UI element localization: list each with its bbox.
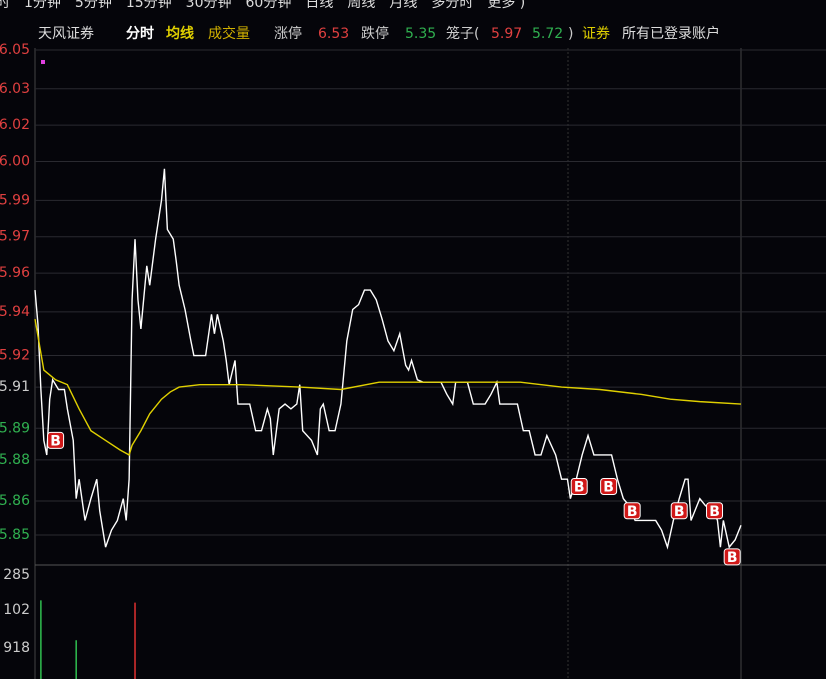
volume-tick-label: 102 (3, 602, 30, 618)
buy-marker (706, 502, 724, 520)
cage-close: ) (568, 26, 573, 42)
series-line (34, 168, 742, 550)
account-name: 天风证券 (38, 26, 94, 42)
menu-item[interactable]: 月线 (389, 0, 417, 11)
menu-item[interactable]: 60分钟 (246, 0, 292, 11)
cage-label: 笼子( (446, 25, 479, 42)
securities[interactable]: 证券 (582, 26, 610, 42)
y-tick-label: 5.89 (0, 420, 30, 436)
y-tick-label: 5.92 (0, 348, 30, 364)
volume-tick-label: 918 (3, 640, 30, 656)
buy-marker (670, 502, 688, 520)
y-tick-label: 5.88 (0, 452, 30, 468)
buy-marker-label: B (627, 504, 638, 520)
avg-label[interactable]: 均线 (166, 25, 194, 42)
buy-marker-label: B (50, 433, 61, 449)
buy-marker-label: B (603, 480, 614, 496)
y-tick-label: 6.00 (0, 154, 30, 170)
indicator-dot (41, 60, 45, 64)
menu-item[interactable]: 1分钟 (24, 0, 61, 11)
series-line (34, 319, 742, 457)
buy-marker-label: B (674, 504, 685, 520)
period-menu: 分时 1分钟 5分钟 15分钟 30分钟 60分钟 日线 周线 月线 多分时 更多 ) (0, 0, 525, 11)
limit-down-label: 跌停 (361, 25, 389, 42)
y-tick-label: 6.05 (0, 42, 30, 58)
menu-item[interactable]: 5分钟 (75, 0, 112, 11)
cage-high: 5.97 (491, 26, 522, 42)
y-tick-label: 5.96 (0, 265, 30, 281)
info-bar: 天风证券 分时 均线 成交量 涨停 6.53 跌停 5.35 笼子( 5.97 … (38, 25, 720, 42)
y-tick-label: 5.86 (0, 493, 30, 509)
menu-item[interactable]: 周线 (347, 0, 375, 11)
buy-marker-label: B (574, 480, 585, 496)
buy-marker (570, 478, 588, 495)
limit-up: 6.53 (318, 26, 349, 42)
volume-tick-label: 285 (3, 567, 30, 583)
menu-item[interactable]: 多分时 (431, 0, 473, 11)
y-tick-label: 5.99 (0, 192, 30, 208)
buy-marker (723, 548, 741, 566)
menu-item[interactable]: 分时 (0, 0, 10, 11)
volume-label[interactable]: 成交量 (208, 25, 250, 42)
y-tick-label: 5.85 (0, 527, 30, 543)
buy-marker (47, 431, 65, 449)
buy-marker (600, 478, 618, 495)
limit-down: 5.35 (405, 26, 436, 42)
y-tick-label: 6.03 (0, 81, 30, 97)
y-tick-label: 5.97 (0, 229, 30, 245)
mode[interactable]: 分时 (126, 25, 154, 42)
menu-item[interactable]: 更多 ) (487, 0, 525, 11)
menu-item[interactable]: 日线 (305, 0, 333, 11)
buy-marker-label: B (727, 550, 738, 566)
menu-item[interactable]: 15分钟 (126, 0, 172, 11)
buy-marker-label: B (709, 504, 720, 520)
y-tick-label: 5.91 (0, 379, 30, 395)
limit-up-label: 涨停 (274, 25, 302, 42)
y-tick-label: 5.94 (0, 304, 30, 320)
accounts[interactable]: 所有已登录账户 (622, 25, 720, 42)
cage-low: 5.72 (532, 26, 563, 42)
y-tick-label: 6.02 (0, 117, 30, 133)
menu-item[interactable]: 30分钟 (186, 0, 232, 11)
buy-marker (623, 502, 641, 520)
